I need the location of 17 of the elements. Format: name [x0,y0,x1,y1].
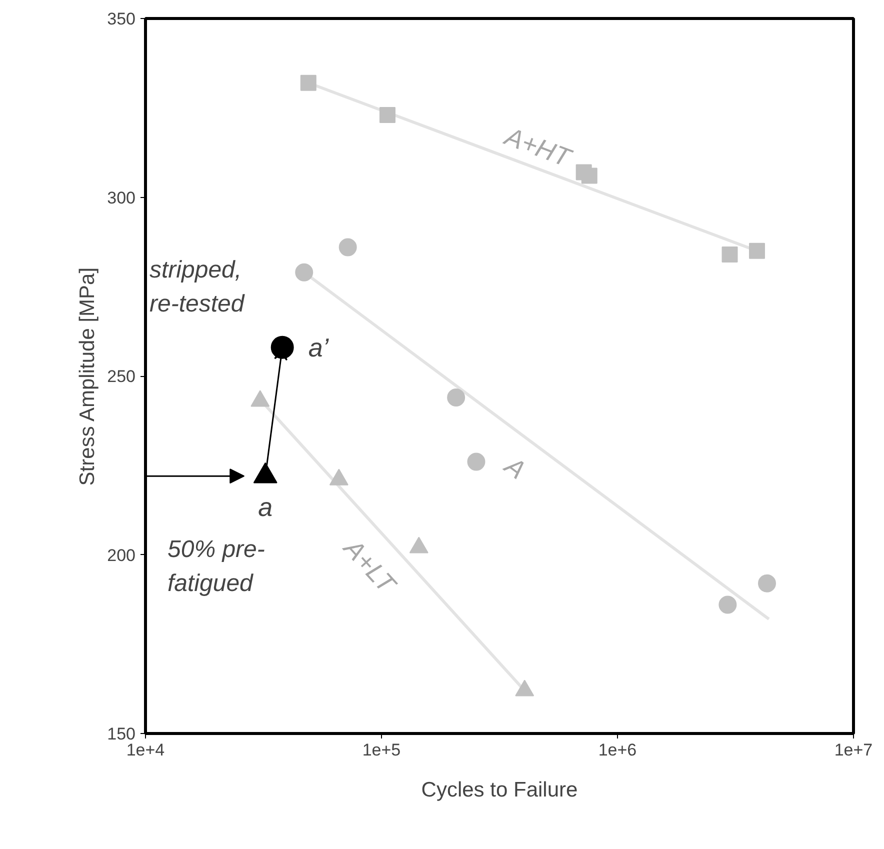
x-axis-title: Cycles to Failure [421,778,578,802]
y-tick-label: 150 [107,724,136,744]
text: A+HT [499,120,577,174]
x-tick-label: 1e+6 [598,740,637,760]
annotation: a [258,492,273,522]
annotation: 50% pre- fatigued [168,536,265,597]
annotation: a’ [308,332,330,362]
x-tick-label: 1e+5 [362,740,401,760]
annotation: stripped, re-tested [150,256,245,318]
y-tick-label: 250 [107,367,136,386]
x-tick-label: 1e+4 [126,740,165,760]
text: A [498,449,532,485]
y-axis-title: Stress Amplitude [MPa] [76,267,100,486]
x-tick-label: 1e+7 [834,740,873,760]
y-tick-label: 200 [107,546,136,565]
y-tick-label: 300 [107,188,136,208]
y-tick-label: 350 [107,10,136,28]
